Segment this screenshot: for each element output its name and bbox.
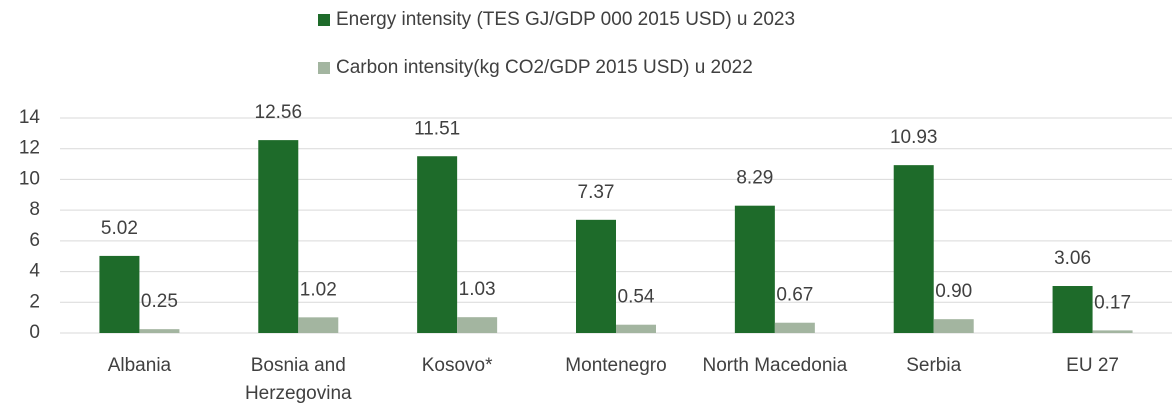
legend-label: Energy intensity (TES GJ/GDP 000 2015 US… <box>336 9 795 30</box>
data-label: 0.54 <box>618 287 655 308</box>
data-label: 10.93 <box>890 127 938 148</box>
bar <box>1052 286 1093 333</box>
y-tick-label: 14 <box>19 107 41 128</box>
data-label: 0.90 <box>935 281 972 302</box>
bar <box>457 317 498 333</box>
y-tick-label: 8 <box>29 199 40 220</box>
data-label: 8.29 <box>736 168 773 189</box>
x-tick-label: Serbia <box>906 355 962 376</box>
legend-label: Carbon intensity(kg CO2/GDP 2015 USD) u … <box>336 57 753 78</box>
x-tick-label: Bosnia and Herzegovina <box>244 355 352 404</box>
y-tick-label: 10 <box>19 168 40 189</box>
data-label: 1.02 <box>300 279 337 300</box>
data-label: 5.02 <box>101 218 138 239</box>
bar <box>774 322 815 333</box>
data-label: 7.37 <box>578 182 615 203</box>
x-tick-label: EU 27 <box>1066 355 1119 376</box>
bar <box>1092 330 1133 333</box>
y-tick-label: 6 <box>29 230 40 251</box>
x-tick-label: Kosovo* <box>421 355 493 376</box>
bar <box>139 329 180 333</box>
x-tick-label: North Macedonia <box>702 355 848 376</box>
data-label: 0.67 <box>776 285 813 306</box>
bar <box>616 324 656 333</box>
bar <box>933 319 974 333</box>
bar <box>576 219 616 333</box>
data-label: 1.03 <box>459 279 496 300</box>
bar <box>417 156 458 333</box>
data-label: 0.25 <box>141 291 178 312</box>
legend-swatch <box>318 62 330 74</box>
bar <box>258 140 299 333</box>
y-tick-label: 12 <box>19 138 40 159</box>
x-tick-label: Albania <box>107 355 172 376</box>
x-tick-label: Montenegro <box>565 355 667 376</box>
data-label: 0.17 <box>1094 292 1131 313</box>
data-label: 11.51 <box>414 118 460 139</box>
bar <box>99 255 140 333</box>
bar <box>298 317 339 333</box>
bar <box>893 165 934 333</box>
data-label: 12.56 <box>255 102 303 123</box>
data-label: 3.06 <box>1054 248 1091 269</box>
y-tick-label: 4 <box>29 261 40 282</box>
legend-swatch <box>318 14 330 26</box>
y-tick-label: 2 <box>29 291 40 312</box>
bar <box>734 205 775 333</box>
y-tick-label: 0 <box>29 322 40 343</box>
